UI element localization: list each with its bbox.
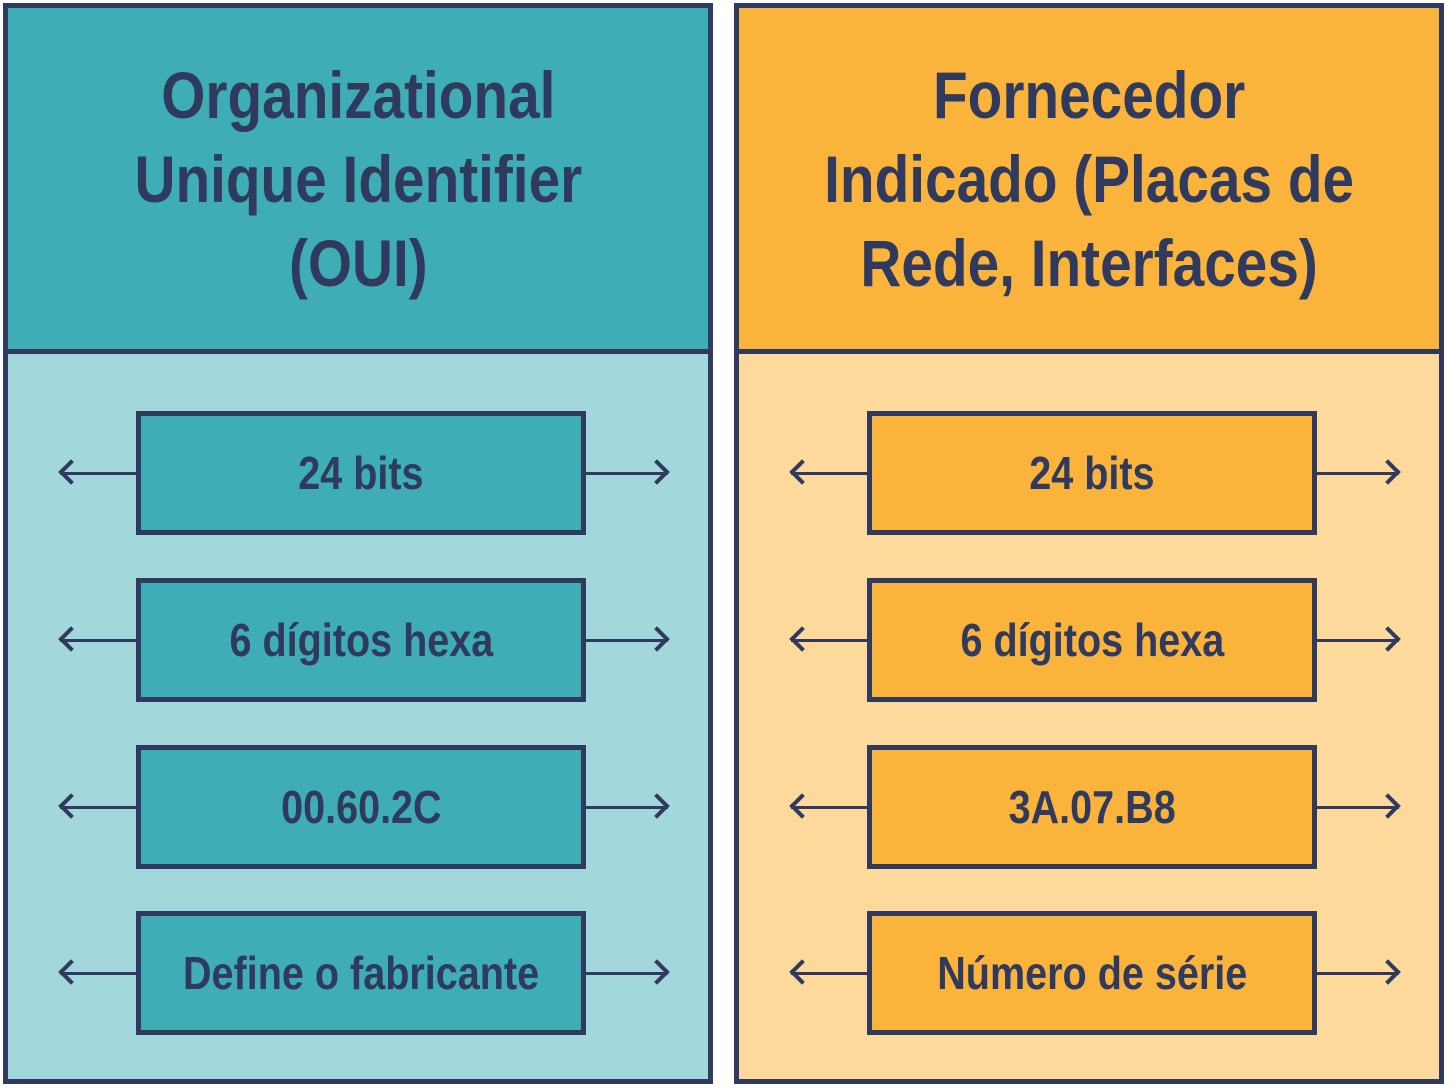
vendor-row-digits: 6 dígitos hexa xyxy=(739,578,1439,702)
vendor-box-digits: 6 dígitos hexa xyxy=(867,578,1317,702)
right-arrow-icon xyxy=(584,971,668,975)
vendor-title-line: Rede, Interfaces) xyxy=(860,225,1318,300)
left-arrow-icon xyxy=(60,805,140,809)
vendor-row-bits: 24 bits xyxy=(739,411,1439,535)
vendor-box-bits: 24 bits xyxy=(867,411,1317,535)
oui-box-bits: 24 bits xyxy=(136,411,586,535)
oui-row-example: 00.60.2C xyxy=(8,745,708,869)
oui-title: Organizational Unique Identifier (OUI) xyxy=(134,53,582,305)
left-arrow-icon xyxy=(791,638,871,642)
right-arrow-icon xyxy=(1315,971,1399,975)
left-arrow-icon xyxy=(791,805,871,809)
oui-panel: Organizational Unique Identifier (OUI) 2… xyxy=(3,3,713,1084)
oui-row-digits: 6 dígitos hexa xyxy=(8,578,708,702)
box-label: 6 dígitos hexa xyxy=(229,614,493,666)
vendor-title-line: Fornecedor xyxy=(932,57,1246,132)
oui-box-meaning: Define o fabricante xyxy=(136,911,586,1035)
right-arrow-icon xyxy=(584,471,668,475)
vendor-title-line: Indicado (Placas de xyxy=(824,141,1354,216)
vendor-row-meaning: Número de série xyxy=(739,911,1439,1035)
vendor-box-meaning: Número de série xyxy=(867,911,1317,1035)
right-arrow-icon xyxy=(584,805,668,809)
box-label: 24 bits xyxy=(298,447,424,499)
left-arrow-icon xyxy=(791,971,871,975)
left-arrow-icon xyxy=(60,638,140,642)
oui-header: Organizational Unique Identifier (OUI) xyxy=(8,8,708,354)
oui-box-example: 00.60.2C xyxy=(136,745,586,869)
oui-row-meaning: Define o fabricante xyxy=(8,911,708,1035)
vendor-box-example: 3A.07.B8 xyxy=(867,745,1317,869)
vendor-title: Fornecedor Indicado (Placas de Rede, Int… xyxy=(824,53,1354,305)
oui-title-line: Unique Identifier xyxy=(134,141,582,216)
left-arrow-icon xyxy=(791,471,871,475)
oui-box-digits: 6 dígitos hexa xyxy=(136,578,586,702)
box-label: Define o fabricante xyxy=(182,947,540,999)
vendor-row-example: 3A.07.B8 xyxy=(739,745,1439,869)
vendor-panel: Fornecedor Indicado (Placas de Rede, Int… xyxy=(734,3,1444,1084)
right-arrow-icon xyxy=(1315,805,1399,809)
box-label: 00.60.2C xyxy=(280,781,442,833)
vendor-header: Fornecedor Indicado (Placas de Rede, Int… xyxy=(739,8,1439,354)
oui-title-line: Organizational xyxy=(160,57,556,132)
right-arrow-icon xyxy=(1315,638,1399,642)
right-arrow-icon xyxy=(584,638,668,642)
oui-row-bits: 24 bits xyxy=(8,411,708,535)
left-arrow-icon xyxy=(60,971,140,975)
box-label: 6 dígitos hexa xyxy=(960,614,1224,666)
box-label: Número de série xyxy=(936,947,1248,999)
box-label: 24 bits xyxy=(1029,447,1155,499)
box-label: 3A.07.B8 xyxy=(1008,781,1176,833)
oui-title-line: (OUI) xyxy=(288,225,428,300)
right-arrow-icon xyxy=(1315,471,1399,475)
left-arrow-icon xyxy=(60,471,140,475)
